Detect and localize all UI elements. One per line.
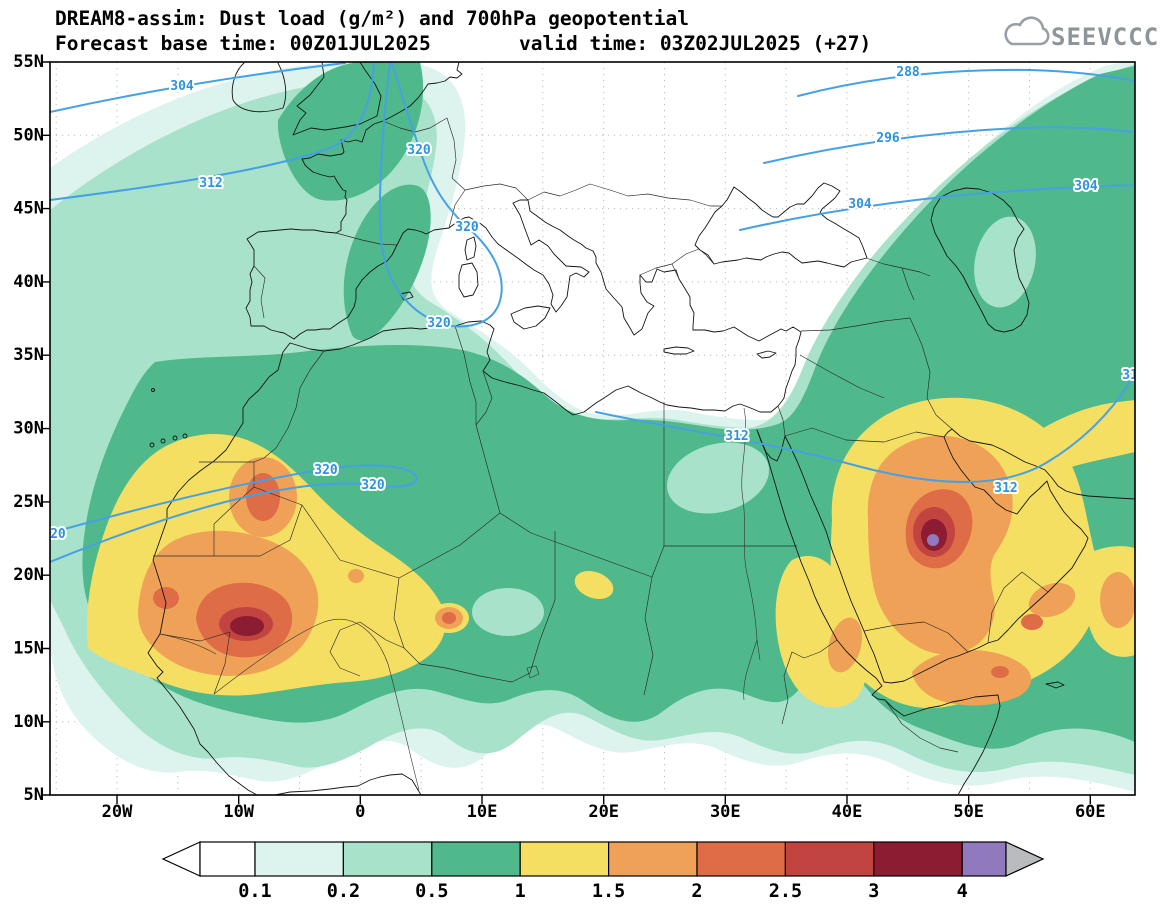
colorbar-swatch — [431, 841, 521, 877]
colorbar-label: 1 — [515, 881, 526, 902]
colorbar-label: 4 — [957, 881, 968, 902]
lat-label: 5N — [24, 785, 44, 805]
logo-text: SEEVCCC — [1051, 23, 1159, 51]
colorbar-swatch — [254, 841, 345, 877]
lat-label: 25N — [13, 492, 44, 512]
contour-labels: 304 312 320 320 320 320 320 320 312 312 … — [42, 63, 1145, 544]
coastlines — [147, 62, 1135, 795]
lat-label: 45N — [13, 199, 44, 219]
colorbar-swatch — [784, 841, 875, 877]
geopotential-contours — [50, 62, 1135, 563]
lat-label: 50N — [13, 125, 44, 145]
longitude-ticks — [116, 795, 1091, 804]
longitude-axis: 20W 10W 0 10E 20E 30E 40E 50E 60E — [102, 802, 1106, 822]
colorbar-label: 1.5 — [592, 881, 625, 902]
contour-label: 304 — [170, 79, 194, 94]
colorbar-label: 0.5 — [415, 881, 448, 902]
colorbar-label: 2.5 — [769, 881, 802, 902]
lat-label: 20N — [13, 565, 44, 585]
contour-label: 304 — [1074, 179, 1098, 194]
dust-fill-layer — [50, 62, 1135, 792]
colorbar-swatch — [519, 841, 610, 877]
colorbar-swatch — [199, 841, 256, 877]
colorbar-label: 0.1 — [238, 881, 271, 902]
colorbar-label: 0.2 — [327, 881, 360, 902]
contour-label: 320 — [455, 220, 479, 235]
contour-label: 312 — [725, 429, 748, 444]
colorbar-overflow-arrow — [1005, 841, 1045, 877]
contour-label: 312 — [994, 481, 1017, 496]
colorbar-swatch — [607, 841, 698, 877]
forecast-base-time: Forecast base time: 00Z01JUL2025 — [55, 32, 431, 55]
colorbar-swatch — [342, 841, 433, 877]
contour-label: 320 — [42, 527, 66, 542]
lon-label: 50E — [953, 802, 984, 822]
colorbar-underflow-arrow — [161, 841, 201, 877]
lon-label: 40E — [832, 802, 863, 822]
lon-label: 20W — [102, 802, 133, 822]
lon-label: 10W — [223, 802, 254, 822]
lon-label: 10E — [467, 802, 498, 822]
lat-label: 30N — [13, 419, 44, 439]
lon-label: 0 — [355, 802, 365, 822]
lat-label: 15N — [13, 639, 44, 659]
lon-label: 30E — [710, 802, 741, 822]
colorbar-swatch — [961, 841, 1007, 877]
valid-time: valid time: 03Z02JUL2025 (+27) — [519, 32, 871, 55]
map-area: 304 312 320 320 320 320 320 320 312 312 … — [42, 62, 1145, 795]
lon-label: 60E — [1075, 802, 1106, 822]
colorbar-swatch — [696, 841, 787, 877]
contour-label: 320 — [427, 316, 451, 331]
lat-label: 55N — [13, 52, 44, 72]
rivers — [159, 407, 761, 791]
contour-label: 312 — [199, 176, 222, 191]
contour-label: 304 — [848, 197, 872, 212]
contour-label: 320 — [314, 463, 338, 478]
colorbar-swatch — [873, 841, 963, 877]
lat-label: 35N — [13, 345, 44, 365]
contour-label: 288 — [896, 65, 920, 80]
contour-label: 312 — [1122, 368, 1145, 383]
colorbar-label: 2 — [691, 881, 702, 902]
contour-label: 320 — [361, 478, 385, 493]
contour-label: 296 — [876, 131, 900, 146]
chart-title: DREAM8-assim: Dust load (g/m²) and 700hP… — [55, 7, 689, 30]
latitude-ticks — [41, 61, 50, 796]
contour-label: 320 — [407, 143, 431, 158]
colorbar-label: 3 — [868, 881, 879, 902]
lat-label: 40N — [13, 272, 44, 292]
lat-label: 10N — [13, 712, 44, 732]
colorbar: 0.1 0.2 0.5 1 1.5 2 2.5 3 4 — [161, 841, 1045, 902]
seevccc-logo: SEEVCCC — [1004, 16, 1159, 51]
lon-label: 20E — [588, 802, 619, 822]
latitude-axis: 55N 50N 45N 40N 35N 30N 25N 20N 15N 10N … — [13, 52, 44, 805]
cloud-icon — [1004, 16, 1050, 46]
